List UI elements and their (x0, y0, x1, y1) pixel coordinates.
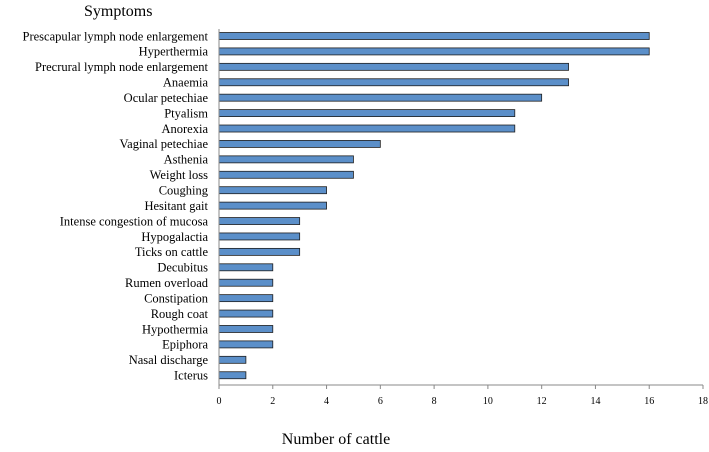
category-label-5: Ptyalism (164, 106, 208, 120)
bar-16 (218, 278, 274, 287)
category-label-7: Vaginal petechiae (120, 137, 209, 151)
category-label-10: Coughing (159, 184, 209, 198)
category-label-11: Hesitant gait (144, 199, 208, 213)
category-label-21: Nasal discharge (129, 353, 209, 367)
bar-14 (218, 247, 301, 256)
category-label-8: Asthenia (164, 153, 209, 167)
x-tick-label-2: 4 (324, 396, 329, 407)
x-tick-label-4: 8 (432, 396, 437, 407)
bar-21 (218, 355, 247, 364)
category-label-2: Precrural lymph node enlargement (35, 60, 209, 74)
category-label-18: Rough coat (151, 307, 209, 321)
bar-15 (218, 263, 274, 272)
bar-2 (218, 62, 569, 71)
category-label-22: Icterus (174, 369, 208, 383)
category-label-0: Prescapular lymph node enlargement (23, 29, 209, 43)
x-tick-label-3: 6 (378, 396, 383, 407)
category-label-3: Anaemia (163, 76, 209, 90)
bar-10 (218, 186, 327, 195)
category-label-17: Constipation (144, 291, 209, 305)
x-tick-label-8: 16 (644, 396, 654, 407)
category-label-14: Ticks on cattle (135, 245, 209, 259)
bar-20 (218, 340, 274, 349)
bar-19 (218, 325, 274, 333)
category-label-15: Decubitus (157, 261, 208, 275)
x-tick-label-7: 14 (590, 396, 600, 407)
category-label-12: Intense congestion of mucosa (60, 214, 209, 228)
category-label-6: Anorexia (161, 122, 208, 136)
category-labels: Prescapular lymph node enlargement Hypert… (23, 29, 209, 382)
bar-12 (218, 217, 301, 225)
x-tick-label-1: 2 (270, 396, 275, 407)
bar-17 (218, 294, 274, 303)
category-label-1: Hyperthermia (139, 45, 209, 59)
x-tick-label-0: 0 (217, 396, 222, 407)
bar-6 (218, 124, 516, 133)
bar-5 (218, 109, 516, 117)
category-label-16: Rumen overload (125, 276, 209, 290)
bar-0 (218, 32, 650, 40)
x-axis-title: Number of cattle (282, 431, 390, 448)
bar-4 (218, 93, 543, 102)
category-label-19: Hypothermia (142, 322, 208, 336)
bar-18 (218, 309, 274, 318)
bar-1 (218, 47, 650, 56)
bar-8 (218, 155, 354, 164)
x-tick-label-9: 18 (698, 396, 708, 407)
category-label-9: Weight loss (150, 168, 209, 182)
bar-11 (218, 201, 327, 210)
category-label-13: Hypogalactia (141, 230, 208, 244)
bars (218, 32, 650, 380)
x-tick-label-6: 12 (537, 396, 547, 407)
x-tick-label-5: 10 (483, 396, 493, 407)
bar-13 (218, 232, 301, 241)
category-label-20: Epiphora (162, 338, 208, 352)
bar-3 (218, 78, 569, 87)
bar-22 (218, 371, 247, 380)
bar-9 (218, 170, 354, 179)
x-axis-ticks: 0 2 4 6 8 10 12 14 16 18 (217, 385, 708, 407)
y-axis-title: Symptoms (84, 3, 152, 20)
bar-7 (218, 140, 381, 148)
category-label-4: Ocular petechiae (124, 91, 209, 105)
